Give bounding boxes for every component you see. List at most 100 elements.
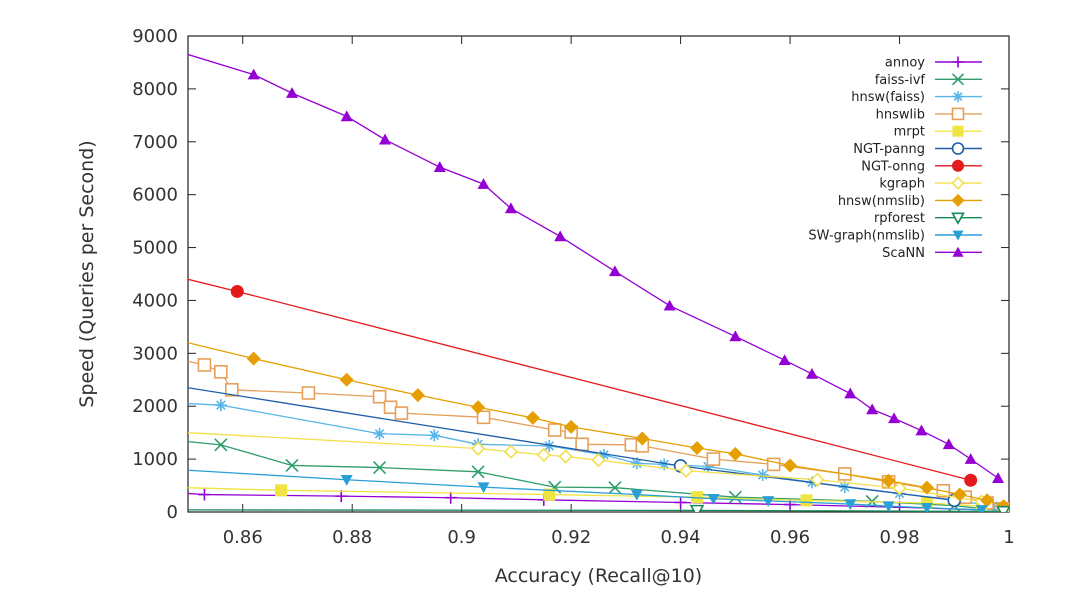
data-point-marker [706,452,721,466]
data-point-marker [504,202,517,214]
data-point-marker [630,457,643,470]
data-point-marker [728,490,742,504]
data-point-marker [951,107,965,121]
legend-item: faiss-ivf [875,73,982,88]
data-point-marker [882,501,895,512]
data-point-marker [394,406,409,420]
data-point-marker [992,472,1005,483]
data-point-marker [766,457,781,472]
series-line [188,487,982,507]
legend-item: hnswlib [876,107,982,122]
data-point-marker [678,463,694,478]
data-point-marker [844,499,857,511]
plot-frame [187,35,1010,513]
data-point-marker [591,453,606,468]
plot-border [187,35,1010,513]
data-point-marker [952,487,967,502]
legend-label: SW-graph(nmslib) [808,229,925,244]
data-point-marker [558,449,573,464]
data-point-marker [197,358,212,372]
series-ngt-onng [188,278,978,487]
y-tick-label: 9000 [132,26,178,47]
legend-item: ScaNN [882,246,982,261]
series-line [188,342,1004,507]
legend: annoy faiss-ivf hnsw(faiss) hnswlib mrpt NGT-… [808,56,982,261]
data-point-marker [471,465,485,479]
data-point-marker [340,474,353,486]
data-point-marker [608,265,621,277]
legend-label: mrpt [894,125,925,140]
data-point-marker [373,427,386,440]
x-tick-label: 0.96 [770,527,810,548]
data-point-marker [597,448,610,461]
data-point-marker [920,502,933,512]
data-point-marker [689,504,705,512]
data-point-marker [444,491,457,504]
legend-item: mrpt [894,125,982,140]
series-line [188,509,1004,512]
data-point-marker [608,481,622,495]
y-axis-title: Speed (Queries per Second) [76,140,98,407]
data-point-marker [471,400,486,415]
legend-label: hnsw(nmslib) [838,194,925,209]
legend-item: NGT-onng [861,159,982,174]
y-axis: 0 1000 2000 3000 4000 5000 6000 7000 8000 9000 [132,26,1009,523]
legend-item: rpforest [874,211,982,226]
y-tick-label: 3000 [132,343,178,364]
legend-label: annoy [885,56,925,71]
data-point-marker [996,505,1009,512]
legend-label: NGT-panng [853,142,925,157]
legend-label: faiss-ivf [875,73,926,88]
data-point-marker [952,159,964,172]
data-point-marker [285,458,299,473]
legend-item: NGT-panng [853,142,982,157]
data-point-marker [729,330,742,342]
legend-item: hnsw(faiss) [851,90,982,105]
legend-label: rpforest [874,211,925,226]
series-layer [188,53,1009,512]
data-point-marker [635,431,650,446]
data-point-marker [951,142,965,155]
series-line [188,432,982,503]
data-point-marker [915,424,928,436]
data-point-marker [214,399,227,412]
x-tick-label: 0.98 [879,527,919,548]
legend-label: NGT-onng [861,159,925,174]
x-tick-label: 0.9 [447,527,476,548]
legend-label: hnswlib [876,107,925,122]
data-point-marker [554,230,567,242]
data-point-marker [888,412,901,424]
data-point-marker [373,461,387,475]
legend-item: hnsw(nmslib) [838,193,982,209]
data-point-marker [470,441,486,456]
data-point-marker [964,473,978,487]
data-point-marker [805,367,818,379]
data-point-marker [379,133,392,145]
y-tick-label: 6000 [132,185,178,206]
data-point-marker [964,453,977,464]
series-line [188,387,955,502]
data-point-marker [892,481,907,496]
data-point-marker [658,458,671,471]
data-point-marker [230,284,244,298]
x-tick-label: 0.88 [332,527,372,548]
data-point-marker [339,372,354,387]
data-point-marker [433,161,446,172]
data-point-marker [372,389,387,404]
data-point-marker [275,484,288,497]
data-point-marker [543,439,556,452]
legend-item: SW-graph(nmslib) [808,229,982,244]
data-point-marker [340,110,353,122]
data-point-marker [525,410,540,425]
data-point-marker [952,56,964,68]
data-point-marker [942,438,955,450]
data-point-marker [214,438,228,452]
x-tick-label: 0.92 [551,527,591,548]
data-point-marker [536,447,551,463]
data-point-marker [784,498,797,511]
data-point-marker [951,73,965,86]
legend-item: annoy [885,56,982,71]
data-point-marker [756,468,769,481]
y-tick-label: 7000 [132,132,178,153]
data-point-marker [783,458,798,473]
